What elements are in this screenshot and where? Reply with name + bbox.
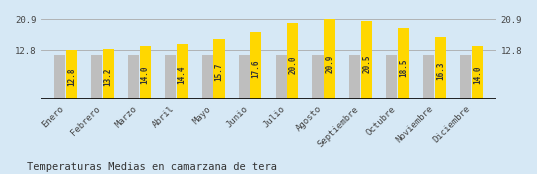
Text: 13.2: 13.2 bbox=[104, 67, 113, 86]
Bar bbox=[472, 46, 483, 99]
Text: 20.5: 20.5 bbox=[362, 55, 371, 73]
Text: 14.0: 14.0 bbox=[141, 66, 150, 84]
Bar bbox=[250, 32, 262, 99]
Bar bbox=[177, 44, 187, 99]
Text: 14.0: 14.0 bbox=[473, 66, 482, 84]
Text: 20.0: 20.0 bbox=[288, 56, 297, 74]
Bar bbox=[214, 39, 224, 99]
Bar bbox=[423, 55, 434, 99]
Bar bbox=[238, 55, 250, 99]
Bar bbox=[165, 55, 176, 99]
Text: 20.9: 20.9 bbox=[325, 54, 335, 73]
Bar bbox=[54, 55, 65, 99]
Text: 12.8: 12.8 bbox=[67, 68, 76, 86]
Bar bbox=[103, 49, 114, 99]
Text: 14.4: 14.4 bbox=[178, 65, 186, 84]
Bar bbox=[128, 55, 139, 99]
Text: 15.7: 15.7 bbox=[214, 63, 223, 81]
Text: 17.6: 17.6 bbox=[251, 60, 260, 78]
Text: 18.5: 18.5 bbox=[399, 58, 408, 77]
Bar bbox=[350, 55, 360, 99]
Bar bbox=[66, 50, 77, 99]
Text: 16.3: 16.3 bbox=[436, 62, 445, 80]
Bar bbox=[140, 46, 151, 99]
Bar bbox=[398, 28, 409, 99]
Bar bbox=[361, 21, 372, 99]
Text: Temperaturas Medias en camarzana de tera: Temperaturas Medias en camarzana de tera bbox=[27, 162, 277, 172]
Bar bbox=[460, 55, 471, 99]
Bar bbox=[313, 55, 323, 99]
Bar bbox=[91, 55, 102, 99]
Bar bbox=[275, 55, 287, 99]
Bar bbox=[386, 55, 397, 99]
Bar bbox=[287, 23, 299, 99]
Bar bbox=[202, 55, 213, 99]
Bar bbox=[324, 19, 335, 99]
Bar bbox=[435, 37, 446, 99]
